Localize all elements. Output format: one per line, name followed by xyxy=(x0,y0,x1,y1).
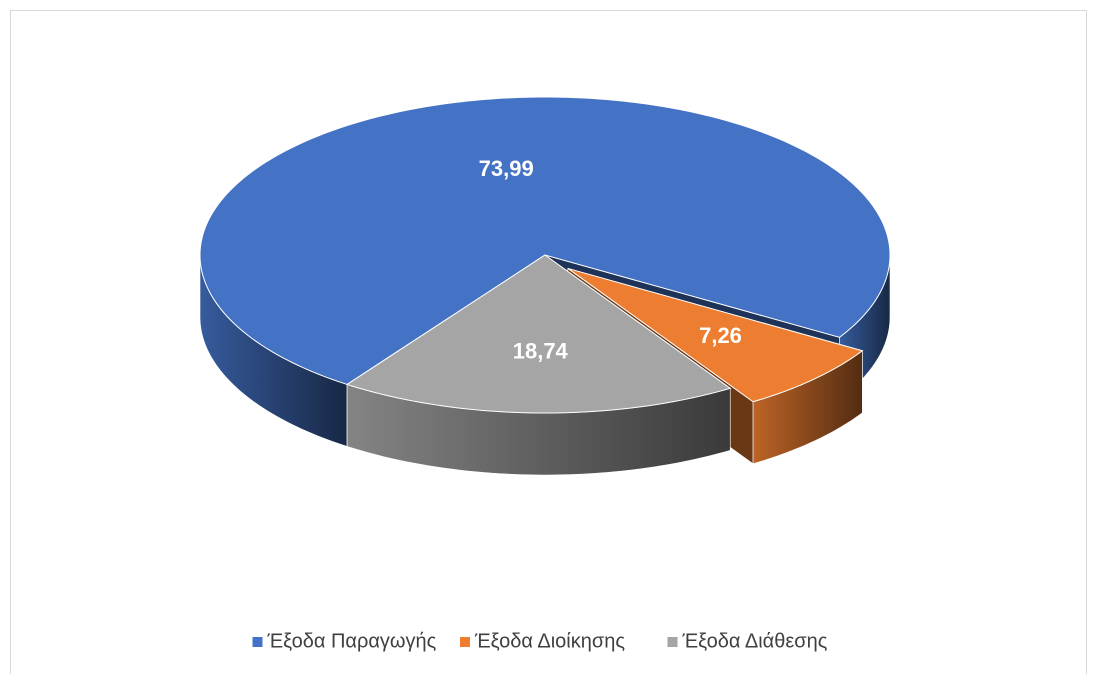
data-label: 18,74 xyxy=(513,339,569,364)
data-label: 73,99 xyxy=(479,156,534,181)
slice xyxy=(567,267,864,403)
legend-label: Έξοδα Διάθεσης xyxy=(682,630,828,652)
legend-swatch xyxy=(667,637,678,647)
legend-swatch xyxy=(460,637,470,647)
data-label: 7,26 xyxy=(699,323,742,348)
legend-label: Έξοδα Παραγωγής xyxy=(267,630,437,652)
legend-swatch xyxy=(252,637,263,647)
slice xyxy=(199,96,891,385)
legend-label: Έξοδα Διοίκησης xyxy=(474,630,625,652)
slice xyxy=(345,254,732,414)
